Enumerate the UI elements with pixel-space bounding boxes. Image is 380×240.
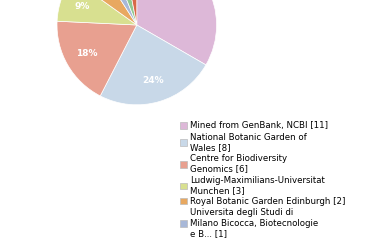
Text: 24%: 24% [142, 76, 164, 85]
Text: 18%: 18% [76, 49, 98, 58]
Wedge shape [137, 0, 217, 65]
Wedge shape [93, 0, 137, 25]
Wedge shape [72, 0, 137, 25]
Text: 33%: 33% [176, 0, 197, 1]
Wedge shape [100, 25, 206, 105]
Wedge shape [107, 0, 137, 25]
Wedge shape [57, 0, 137, 25]
Wedge shape [57, 21, 137, 96]
Wedge shape [122, 0, 137, 25]
Text: 9%: 9% [75, 2, 90, 11]
Legend: Mined from GenBank, NCBI [11], National Botanic Garden of
Wales [8], Centre for : Mined from GenBank, NCBI [11], National … [179, 120, 347, 240]
